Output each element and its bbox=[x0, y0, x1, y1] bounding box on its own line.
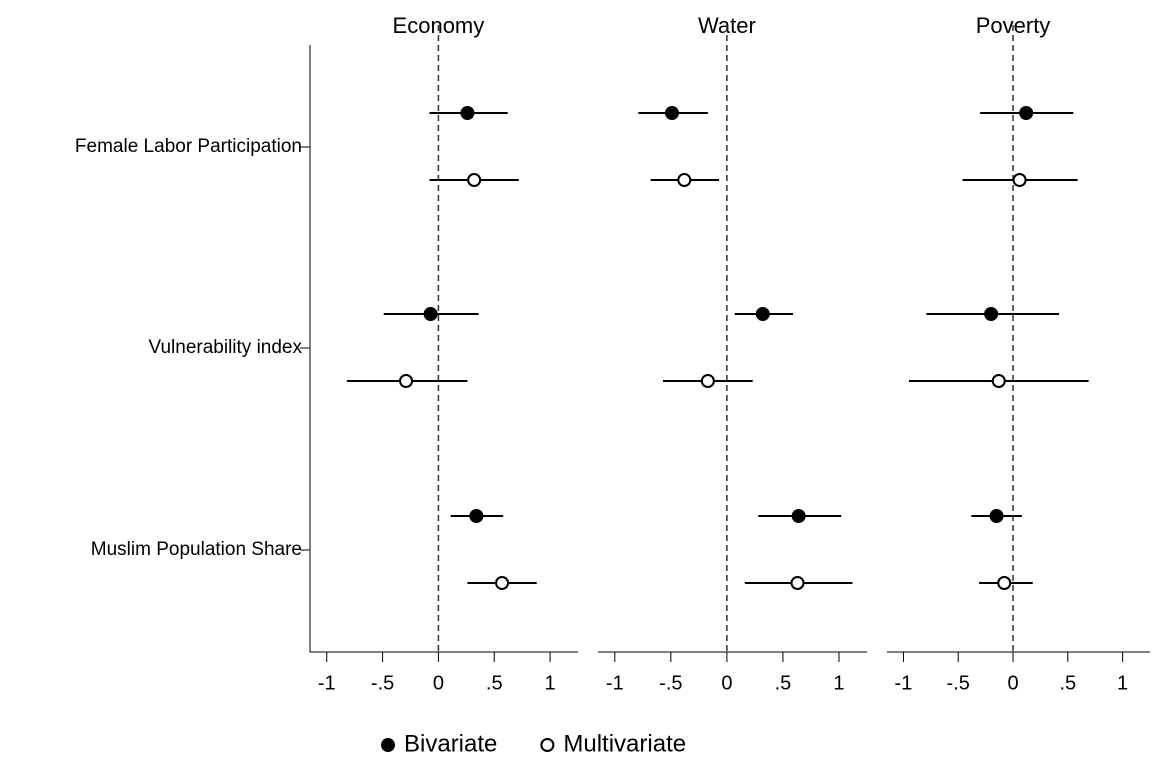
point bbox=[1019, 106, 1034, 120]
point bbox=[469, 509, 484, 523]
point bbox=[790, 576, 805, 590]
x-tick-label: -.5 bbox=[659, 672, 682, 694]
x-tick-label: .5 bbox=[1059, 672, 1076, 694]
legend-label: Bivariate bbox=[404, 730, 497, 757]
point bbox=[1012, 173, 1027, 187]
x-tick-label: -.5 bbox=[947, 672, 970, 694]
x-tick-label: 1 bbox=[1117, 672, 1128, 694]
x-tick-label: 1 bbox=[545, 672, 556, 694]
point bbox=[700, 374, 715, 388]
x-tick-label: 0 bbox=[1007, 672, 1018, 694]
x-tick-label: .5 bbox=[775, 672, 792, 694]
x-tick-label: -1 bbox=[895, 672, 913, 694]
point bbox=[495, 576, 510, 590]
legend-marker bbox=[381, 738, 395, 752]
x-tick-label: 0 bbox=[721, 672, 732, 694]
point bbox=[399, 374, 414, 388]
x-tick-label: .5 bbox=[486, 672, 503, 694]
point bbox=[984, 307, 999, 321]
x-tick-label: 0 bbox=[433, 672, 444, 694]
y-tick-label: Vulnerability index bbox=[149, 337, 303, 358]
point bbox=[423, 307, 438, 321]
point bbox=[460, 106, 475, 120]
x-tick-label: 1 bbox=[833, 672, 844, 694]
point bbox=[997, 576, 1012, 590]
x-tick-label: -1 bbox=[318, 672, 336, 694]
y-tick-label: Female Labor Participation bbox=[75, 136, 302, 157]
x-tick-label: -1 bbox=[606, 672, 624, 694]
legend-label: Multivariate bbox=[563, 730, 686, 757]
point bbox=[791, 509, 806, 523]
legend-marker bbox=[540, 738, 555, 752]
point bbox=[467, 173, 482, 187]
y-tick-label: Muslim Population Share bbox=[91, 539, 302, 560]
point bbox=[989, 509, 1004, 523]
point bbox=[991, 374, 1006, 388]
point bbox=[755, 307, 770, 321]
point bbox=[664, 106, 679, 120]
point bbox=[677, 173, 692, 187]
x-tick-label: -.5 bbox=[371, 672, 394, 694]
